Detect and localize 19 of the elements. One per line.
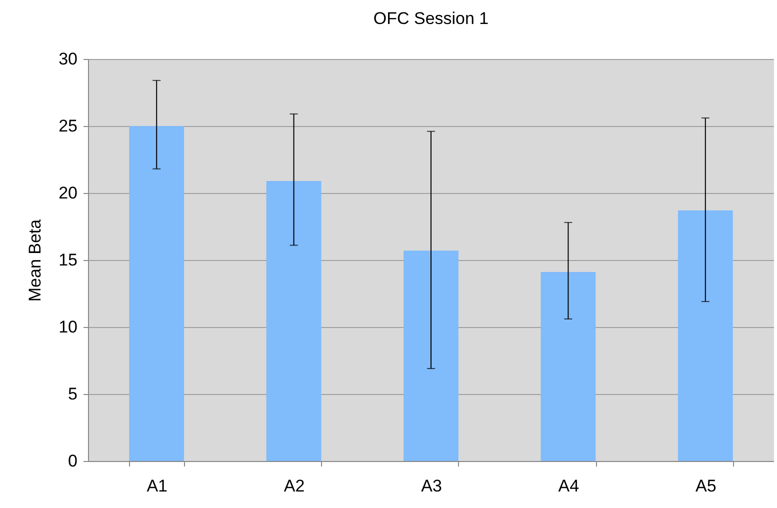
chart-title: OFC Session 1: [373, 9, 489, 28]
x-tick-label: A4: [558, 476, 580, 496]
bar: [540, 272, 596, 461]
bar: [678, 210, 733, 461]
x-tick-label: A3: [421, 476, 442, 496]
x-tick-label: A1: [146, 476, 168, 496]
y-tick-label: 10: [58, 318, 78, 336]
bar: [404, 250, 458, 461]
bar: [266, 180, 322, 461]
x-tick-label: A2: [284, 476, 305, 496]
y-tick-label: 20: [58, 184, 78, 202]
y-axis-title: Mean Beta: [26, 218, 45, 302]
y-tick-label: 15: [58, 250, 78, 270]
y-tick-label: 0: [68, 452, 78, 470]
y-tick-label: 30: [58, 50, 78, 68]
x-tick-label: A5: [696, 476, 716, 496]
bar: [129, 126, 184, 461]
y-tick-label: 25: [58, 116, 78, 136]
y-tick-label: 5: [68, 384, 78, 404]
